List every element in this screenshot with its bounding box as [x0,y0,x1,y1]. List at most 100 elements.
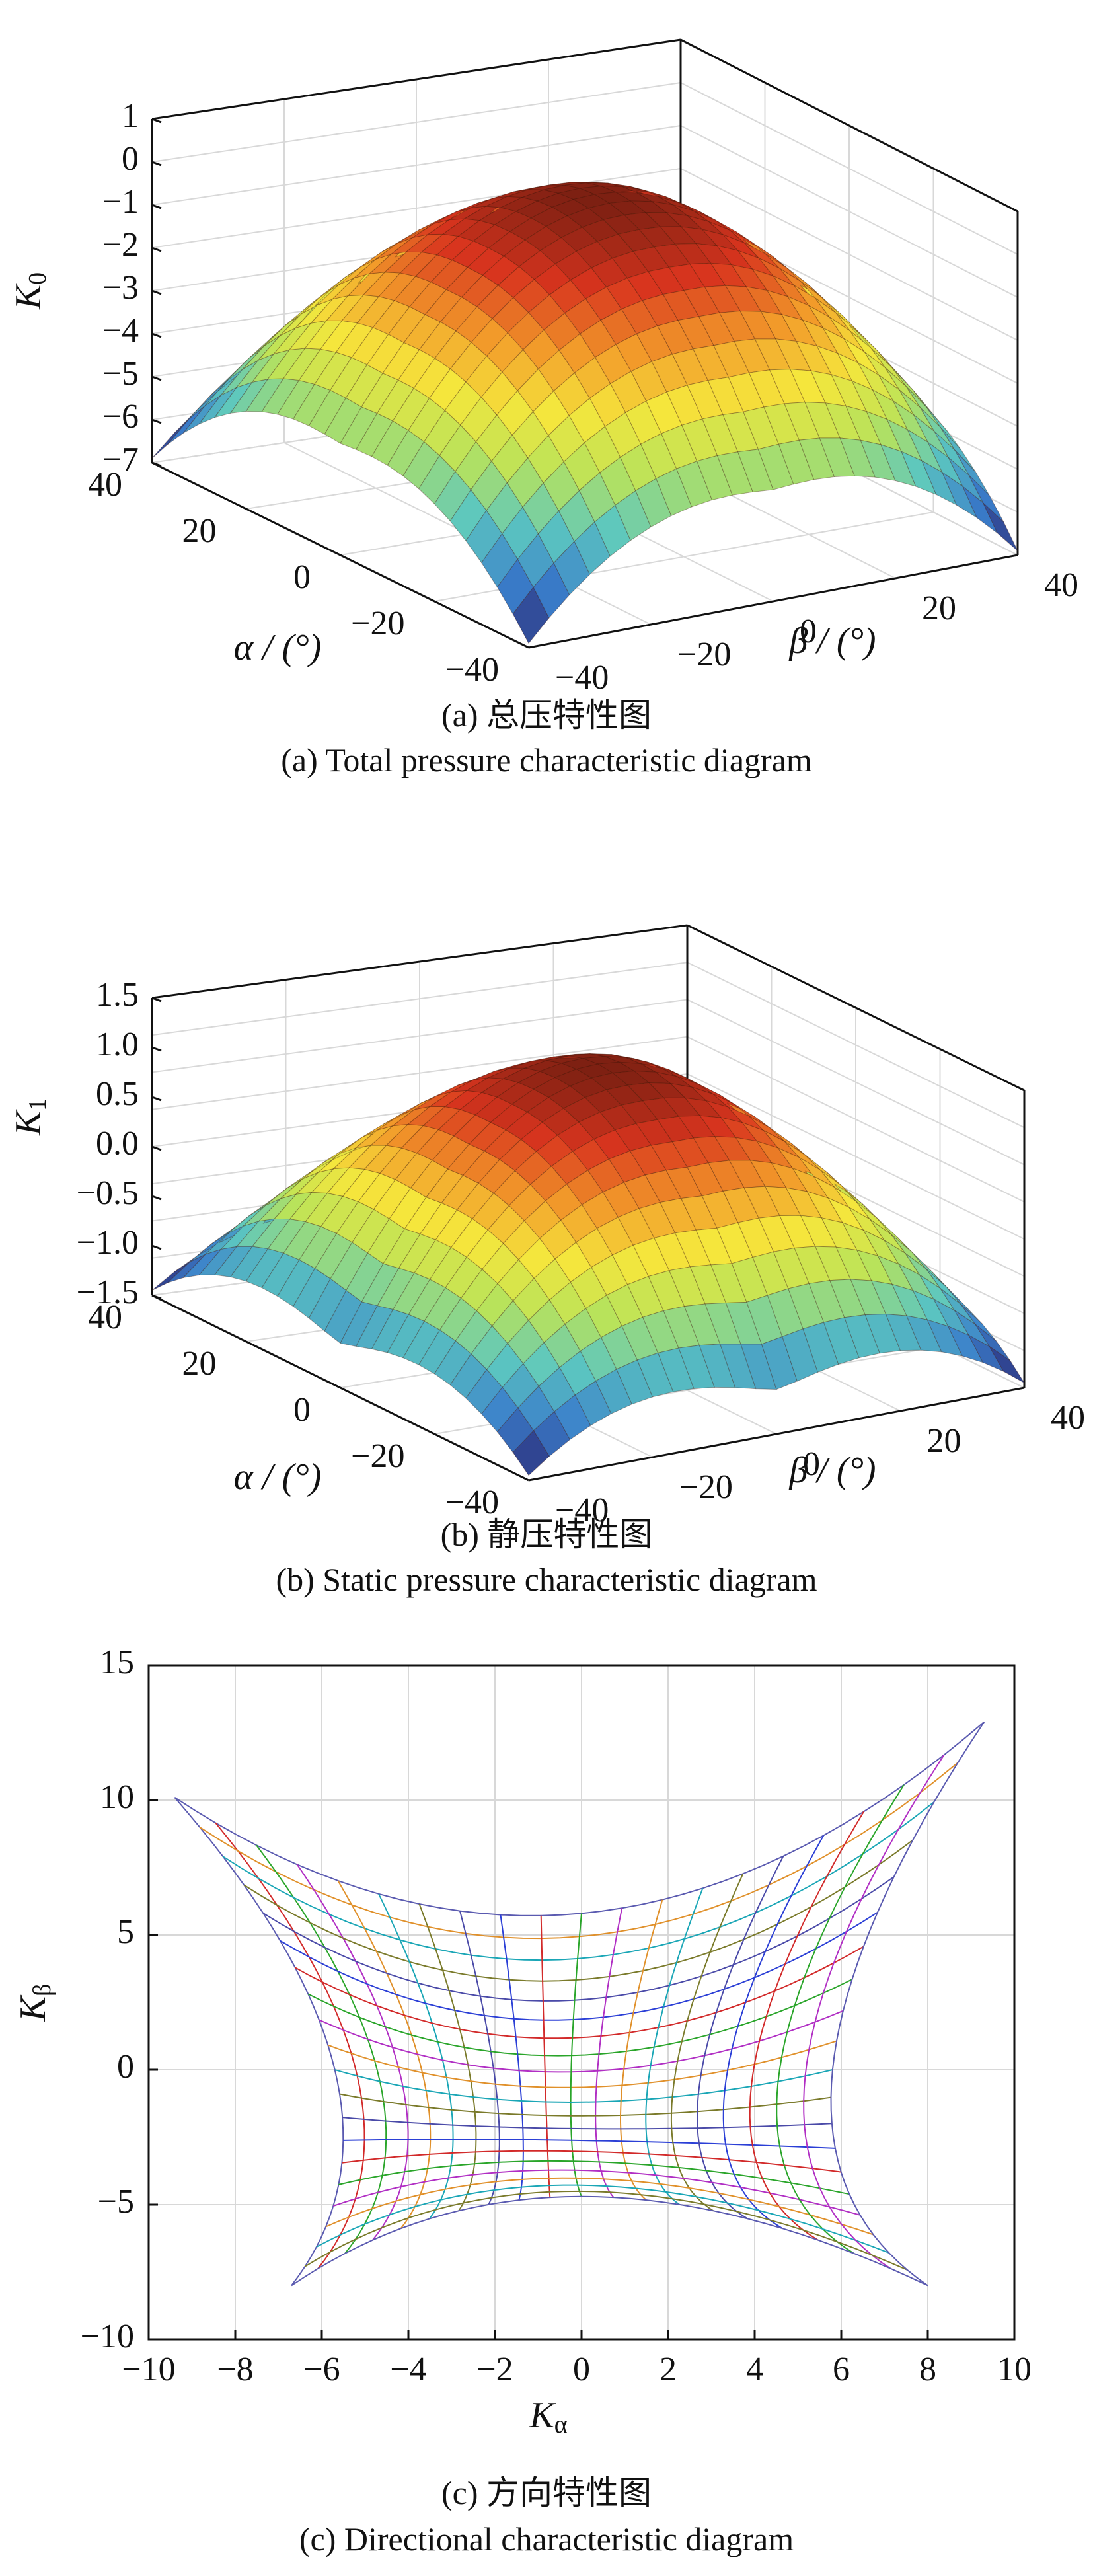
y-tick-label: 15 [100,1644,134,1681]
beta-tick-label: 40 [1051,1399,1085,1437]
surface-patch [151,418,190,459]
mesh-line-vertical [595,1908,623,2198]
z-tick-mark [151,461,162,467]
z-tick-label: −7 [102,441,139,478]
z-tick-label: 0.0 [96,1125,139,1162]
surface-patch [885,1314,922,1351]
z-tick-mark [151,246,162,252]
caption-a-en: (a) Total pressure characteristic diagra… [281,741,812,778]
mesh-line-horizontal [316,2184,889,2254]
mesh-line-horizontal [327,2040,837,2088]
mesh-line-vertical [722,1835,825,2230]
caption-a-cn: (a) 总压特性图 [441,697,652,734]
surface-frame [151,38,1019,649]
frame-edge [680,38,1018,213]
z-tick-mark [151,289,162,295]
y-tick-label: −10 [81,2318,134,2355]
z-tick-mark [151,1195,162,1201]
caption-b-cn: (b) 静压特性图 [440,1516,653,1553]
surface-patch [823,1317,860,1365]
caption-b-en: (b) Static pressure characteristic diagr… [276,1561,817,1598]
beta-tick-label: 0 [800,613,817,650]
z-tick-label: −0.5 [77,1174,139,1212]
z-tick-mark [151,375,162,381]
surface-patch [615,490,652,541]
mesh-line-vertical [830,1722,985,2287]
mesh-line-horizontal [280,1911,878,2021]
z-tick-mark [151,118,162,124]
beta-tick-label: −20 [679,1468,733,1506]
x-tick-label: 10 [997,2351,1032,2388]
surface-patch [983,502,1018,551]
mesh-line-horizontal [332,2169,860,2216]
mesh-line-horizontal [305,2190,908,2271]
mesh-line-horizontal [343,2139,835,2149]
mesh-line-vertical [620,1899,663,2201]
alpha-tick-label: 0 [293,558,311,596]
beta-tick-label: −20 [677,636,731,673]
z-tick-label: −5 [102,355,139,393]
surface-patch [167,405,206,445]
z-tick-mark [151,1096,162,1102]
alpha-tick-label: −40 [445,1484,499,1521]
z-tick-label: 0 [122,140,139,178]
surface-mesh [151,182,1018,644]
surface-patch [989,1346,1025,1383]
surface-patch [798,437,835,480]
plot-frame [147,1664,1016,2341]
mesh-line-vertical [215,1822,365,2269]
x-tick-label: −2 [476,2351,513,2388]
caption-c-en: (c) Directional characteristic diagram [299,2520,794,2557]
z-tick-mark [151,1244,162,1250]
caption-c-cn: (c) 方向特性图 [441,2474,652,2511]
z-axis-label: K1 [8,1098,52,1136]
z-tick-mark [151,1145,162,1151]
z-tick-label: −1 [102,183,139,221]
mesh-line-horizontal [291,2195,928,2287]
surface-frame [151,924,1026,1482]
beta-tick-label: 40 [1044,566,1078,604]
x-axis-label: Kα [529,2395,567,2439]
z-tick-mark [151,204,162,209]
frame-edge [687,924,1025,1092]
surface-patch [616,1359,654,1405]
x-tick-label: 8 [919,2351,936,2388]
x-tick-label: 6 [833,2351,850,2388]
z-tick-label: −4 [102,312,139,350]
z-tick-mark [151,1046,162,1052]
alpha-tick-label: −40 [445,651,499,689]
x-tick-label: −8 [217,2351,253,2388]
surface-patch [778,439,815,485]
surface-patch [636,1352,674,1398]
x-tick-label: −10 [122,2351,175,2388]
directional-mesh-plot: −10 −8 −6 −4 −2 0 2 4 6 8 10 15 10 5 0 −5 −10 Kα Kβ [13,1644,1032,2439]
mesh-line-vertical [500,1914,524,2201]
mesh-line-horizontal [339,2093,831,2117]
x-tick-label: 0 [573,2351,590,2388]
alpha-tick-label: −20 [351,1437,404,1475]
mesh-line-horizontal [307,1979,852,2057]
z-tick-mark [151,418,162,424]
mesh-line-vertical [670,1873,744,2212]
beta-axis-label: β / (°) [788,621,876,662]
z-tick-label: −6 [102,398,139,436]
surface-patch [819,437,856,478]
surface-patch [740,1344,777,1390]
beta-tick-label: −40 [555,1492,609,1529]
y-tick-label: −5 [98,2183,134,2220]
z-tick-label: 1.0 [96,1026,139,1063]
x-tick-label: 4 [746,2351,763,2388]
surface-patch [860,439,896,482]
beta-tick-label: 0 [803,1445,820,1483]
x-tick-label: 2 [660,2351,677,2388]
frame-edge [151,461,529,649]
beta-axis-label: β / (°) [788,1450,876,1491]
alpha-tick-label: 40 [88,1299,122,1336]
frame-edge [528,1386,1025,1482]
surface-patch [635,478,672,528]
mesh-line-horizontal [342,2117,832,2130]
beta-tick-label: 20 [922,589,956,627]
z-tick-label: 1 [122,97,139,135]
z-tick-label: −1.0 [77,1224,139,1262]
